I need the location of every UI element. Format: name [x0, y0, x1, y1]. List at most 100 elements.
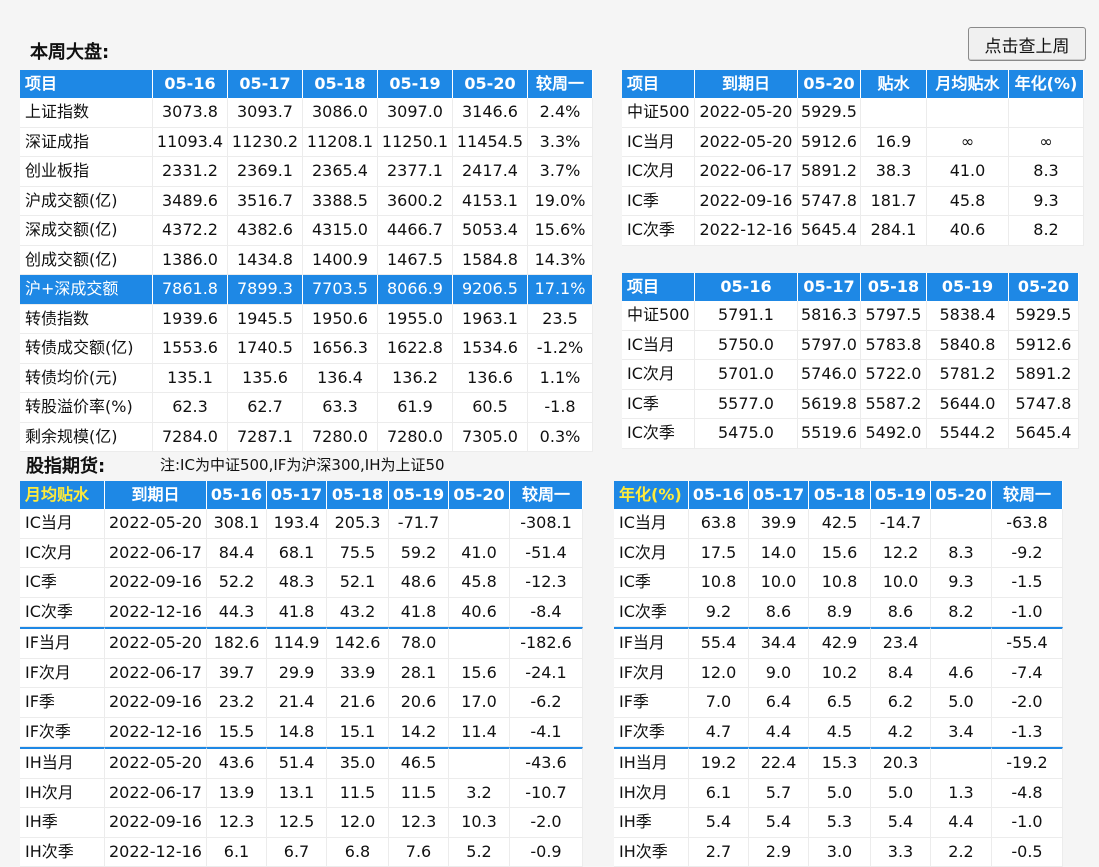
table-cell: 135.1	[153, 364, 228, 394]
table-cell: 2022-06-17	[695, 157, 798, 187]
table-cell: 62.3	[153, 393, 228, 423]
table-cell: 5645.4	[1009, 419, 1079, 449]
table-cell: 2022-09-16	[105, 688, 207, 718]
table-cell: 5840.8	[927, 331, 1009, 361]
table-cell: 11250.1	[378, 128, 453, 158]
row-label: IC次季	[20, 598, 105, 628]
table-cell: 12.5	[267, 808, 327, 838]
table-cell: 7287.1	[228, 423, 303, 453]
table-cell: 17.1%	[528, 275, 593, 305]
table-cell: 60.5	[453, 393, 528, 423]
table-cell: 5750.0	[695, 331, 798, 361]
table-cell: 12.3	[389, 808, 449, 838]
table-cell: 43.2	[327, 598, 389, 628]
table-cell	[931, 627, 992, 659]
table-cell: 2022-12-16	[105, 598, 207, 628]
table-cell: 45.8	[927, 187, 1009, 217]
table-cell: 55.4	[689, 627, 749, 659]
table-cell: 7861.8	[153, 275, 228, 305]
table-cell: 3.4	[931, 718, 992, 748]
table-cell: 205.3	[327, 509, 389, 539]
column-header: 05-19	[871, 481, 931, 509]
view-last-week-button[interactable]: 点击查上周	[968, 27, 1086, 61]
table-cell: 11.5	[327, 779, 389, 809]
table-cell: -1.8	[528, 393, 593, 423]
table-cell: -71.7	[389, 509, 449, 539]
row-label: IH次月	[20, 779, 105, 809]
column-header: 05-19	[389, 481, 449, 509]
table-cell: 5891.2	[798, 157, 861, 187]
table-cell: 2022-06-17	[105, 779, 207, 809]
table-cell	[861, 98, 927, 128]
table-cell: 2022-06-17	[105, 659, 207, 689]
table-cell: 12.0	[327, 808, 389, 838]
table-cell: 5783.8	[861, 331, 927, 361]
table-cell: 1963.1	[453, 305, 528, 335]
row-label: IH次季	[20, 838, 105, 867]
table-cell: 23.5	[528, 305, 593, 335]
column-header: 05-20	[449, 481, 510, 509]
table-cell: 10.0	[749, 568, 809, 598]
table-cell: 7284.0	[153, 423, 228, 453]
table-cell: 52.1	[327, 568, 389, 598]
table-cell: 11093.4	[153, 128, 228, 158]
row-label: IC次月	[622, 157, 695, 187]
row-label: IC次季	[614, 598, 689, 628]
table-cell: 33.9	[327, 659, 389, 689]
table-cell: 1.1%	[528, 364, 593, 394]
table-cell: 1553.6	[153, 334, 228, 364]
table-cell: 3.7%	[528, 157, 593, 187]
table-cell: 11230.2	[228, 128, 303, 158]
row-label: IC次月	[20, 539, 105, 569]
table-cell: 308.1	[207, 509, 267, 539]
futures-note: 注:IC为中证500,IF为沪深300,IH为上证50	[160, 454, 445, 475]
table-cell: 3489.6	[153, 187, 228, 217]
column-header: 05-20	[931, 481, 992, 509]
column-header: 05-19	[378, 70, 453, 98]
table-cell: -182.6	[510, 627, 583, 659]
table-cell: 5577.0	[695, 390, 798, 420]
table-cell: 11454.5	[453, 128, 528, 158]
table-cell: -19.2	[992, 747, 1063, 779]
row-label: IH次季	[614, 838, 689, 867]
column-header: 到期日	[105, 481, 207, 509]
table-cell: 5587.2	[861, 390, 927, 420]
table-cell: 182.6	[207, 627, 267, 659]
table-cell: 61.9	[378, 393, 453, 423]
table-cell: 5492.0	[861, 419, 927, 449]
column-header: 05-16	[153, 70, 228, 98]
table-cell: 13.1	[267, 779, 327, 809]
table-cell: 42.5	[809, 509, 871, 539]
table-cell: 48.3	[267, 568, 327, 598]
table-cell: 9.3	[1009, 187, 1084, 217]
table-cell: 3388.5	[303, 187, 378, 217]
column-header: 项目	[622, 273, 695, 301]
row-label: 创业板指	[20, 157, 153, 187]
table-cell: 10.8	[809, 568, 871, 598]
table-cell: -2.0	[992, 688, 1063, 718]
table-cell: 5929.5	[1009, 301, 1079, 331]
table-cell: 5838.4	[927, 301, 1009, 331]
row-label: 深成交额(亿)	[20, 216, 153, 246]
table-cell: 2022-09-16	[105, 808, 207, 838]
table-cell: 4315.0	[303, 216, 378, 246]
table-cell: 13.9	[207, 779, 267, 809]
table-cell: 7.0	[689, 688, 749, 718]
table-cell: 5.2	[449, 838, 510, 867]
table-cell: 5891.2	[1009, 360, 1079, 390]
table-cell: 4.4	[931, 808, 992, 838]
row-label: 中证500	[622, 98, 695, 128]
